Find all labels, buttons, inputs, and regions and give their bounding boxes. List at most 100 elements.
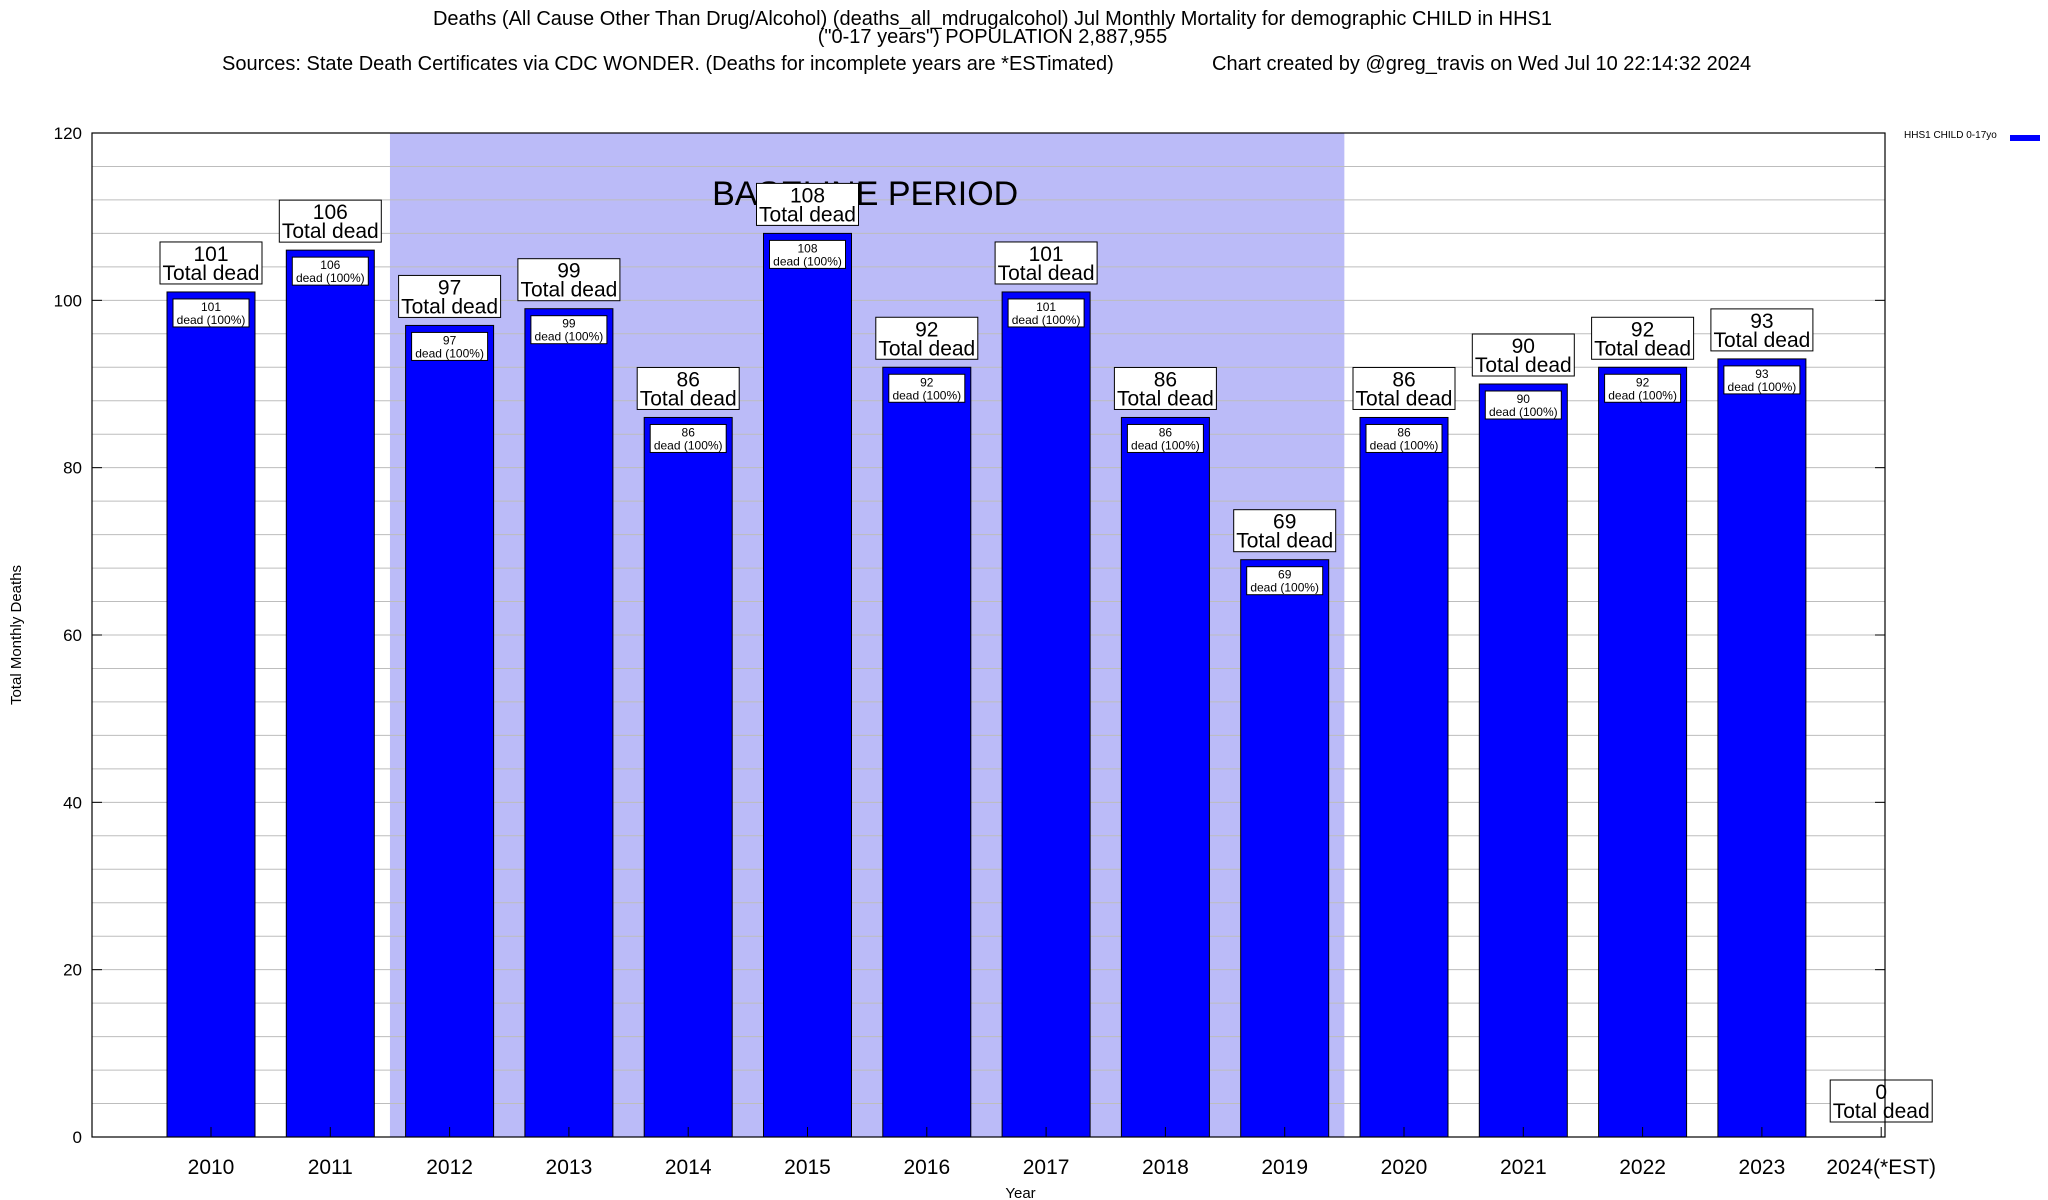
bar-inner-value: 90 xyxy=(1517,392,1531,406)
bar-inner-value: 86 xyxy=(1397,425,1411,439)
bar-inner-label: dead (100%) xyxy=(1012,313,1081,327)
bar-inner-value: 99 xyxy=(562,317,576,331)
bar-inner-label: dead (100%) xyxy=(1728,380,1797,394)
bar-top-value: 97 xyxy=(438,276,461,299)
x-tick-label: 2011 xyxy=(308,1156,353,1179)
bar xyxy=(524,308,614,1138)
bar-top-value: 108 xyxy=(790,184,825,207)
y-tick-label: 0 xyxy=(73,1128,82,1147)
chart-credit: Chart created by @greg_travis on Wed Jul… xyxy=(1212,53,1752,75)
bar-top-label-box xyxy=(278,199,382,243)
x-tick-label: 2022 xyxy=(1619,1156,1666,1179)
bar-top-value: 86 xyxy=(677,368,700,391)
bar-inner-label-box xyxy=(411,331,489,361)
x-tick-label: 2015 xyxy=(784,1156,831,1179)
bar-top-value: 92 xyxy=(915,318,938,341)
bar-inner-label-box xyxy=(1365,423,1443,453)
x-tick-label: 2021 xyxy=(1500,1156,1547,1179)
y-tick-label: 120 xyxy=(54,124,82,143)
x-axis-label: Year xyxy=(1005,1185,1035,1200)
bar-inner-label: dead (100%) xyxy=(415,346,484,360)
bar xyxy=(405,324,495,1138)
bar-inner-label-box xyxy=(1007,298,1085,328)
bar-inner-label: dead (100%) xyxy=(1131,438,1200,452)
x-tick-label: 2017 xyxy=(1023,1156,1070,1179)
bar-inner-label-box xyxy=(530,315,608,345)
bar-inner-label-box xyxy=(888,373,966,403)
chart-title: Deaths (All Cause Other Than Drug/Alcoho… xyxy=(0,9,1985,48)
bar-top-label: Total dead xyxy=(1356,387,1453,410)
bar-inner-label: dead (100%) xyxy=(535,330,604,344)
bar-top-value: 90 xyxy=(1512,335,1535,358)
bar-top-label-box xyxy=(398,274,502,318)
bar-inner-value: 86 xyxy=(1159,425,1173,439)
y-tick-label: 60 xyxy=(63,626,82,645)
bar-top-value: 93 xyxy=(1750,310,1773,333)
bar xyxy=(1001,291,1091,1138)
bar xyxy=(166,291,256,1138)
bar-top-label: Total dead xyxy=(878,337,975,360)
bar-inner-value: 86 xyxy=(682,425,696,439)
bar-top-label: Total dead xyxy=(1117,387,1214,410)
x-tick-label: 2012 xyxy=(426,1156,473,1179)
bar-inner-label-box xyxy=(1126,423,1204,453)
x-tick-label: 2024(*EST) xyxy=(1826,1156,1936,1179)
bar-inner-label-box xyxy=(1604,373,1682,403)
bar-inner-value: 106 xyxy=(320,258,340,272)
x-tick-label: 2010 xyxy=(188,1156,235,1179)
bar xyxy=(643,416,733,1138)
bar-inner-label: dead (100%) xyxy=(177,313,246,327)
bar-top-label: Total dead xyxy=(1594,337,1691,360)
bar-top-label-box xyxy=(1233,509,1337,553)
bar-inner-label: dead (100%) xyxy=(296,271,365,285)
bar-top-label-box xyxy=(1591,316,1695,360)
bar-inner-label: dead (100%) xyxy=(1608,388,1677,402)
bar-inner-label-box xyxy=(1484,390,1562,420)
y-tick-label: 20 xyxy=(63,961,82,980)
bar-top-label: Total dead xyxy=(640,387,737,410)
bar-top-value: 101 xyxy=(1029,243,1064,266)
bar-inner-value: 93 xyxy=(1755,367,1769,381)
bar-inner-label: dead (100%) xyxy=(1250,581,1319,595)
bar-inner-label: dead (100%) xyxy=(1370,438,1439,452)
bar-top-value: 69 xyxy=(1273,511,1296,534)
bar-inner-value: 108 xyxy=(797,241,817,255)
bar-top-value: 99 xyxy=(557,260,580,283)
bar xyxy=(1120,416,1210,1138)
bar-inner-value: 101 xyxy=(201,300,221,314)
bar-top-label: Total dead xyxy=(163,262,260,285)
bar-inner-label-box xyxy=(769,239,846,269)
x-tick-label: 2013 xyxy=(546,1156,593,1179)
bar-top-label: Total dead xyxy=(282,220,379,243)
bar-top-value: 92 xyxy=(1631,318,1654,341)
x-tick-label: 2014 xyxy=(665,1156,712,1179)
bar-inner-value: 69 xyxy=(1278,568,1292,582)
bar-top-label: Total dead xyxy=(520,279,617,302)
bar-top-label-box xyxy=(756,182,859,226)
bar-top-value: 86 xyxy=(1392,368,1415,391)
bar-top-value: 106 xyxy=(313,201,348,224)
bar-top-label-box xyxy=(159,241,263,285)
bar-inner-label-box xyxy=(649,423,727,453)
bar-top-label-box xyxy=(994,241,1098,285)
bar-inner-label-box xyxy=(1723,365,1801,395)
bar-top-label: Total dead xyxy=(1713,329,1810,352)
bar-top-label: Total dead xyxy=(998,262,1095,285)
title-line-2: ("0-17 years") POPULATION 2,887,955 xyxy=(817,26,1168,48)
bar-top-label-box xyxy=(1829,1079,1933,1123)
bar-inner-value: 92 xyxy=(1636,375,1650,389)
plot-border xyxy=(91,132,1886,1138)
x-tick-label: 2016 xyxy=(903,1156,950,1179)
bar xyxy=(285,249,375,1138)
bar xyxy=(1717,358,1807,1138)
bar xyxy=(1240,559,1330,1138)
bar xyxy=(1478,383,1568,1138)
bar xyxy=(882,366,972,1138)
bar-inner-value: 92 xyxy=(920,375,934,389)
bar xyxy=(1598,366,1688,1138)
bar-top-label-box xyxy=(517,258,621,302)
bar xyxy=(763,232,852,1138)
bar-top-label-box xyxy=(1352,366,1456,410)
bar-top-value: 86 xyxy=(1154,368,1177,391)
